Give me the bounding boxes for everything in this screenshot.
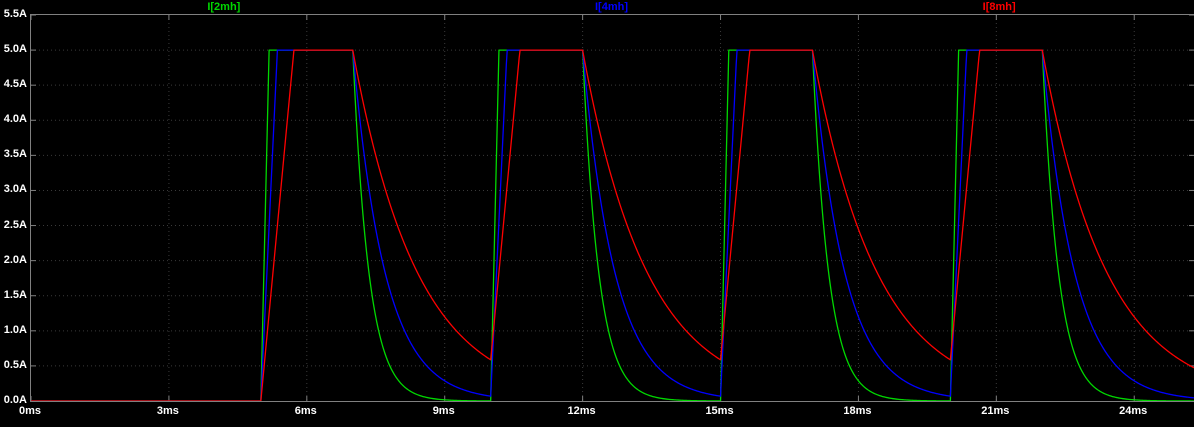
y-tick-label: 3.0A <box>3 183 27 196</box>
x-tick-label: 18ms <box>843 405 872 417</box>
x-tick-label: 21ms <box>981 405 1010 417</box>
x-tick-label: 9ms <box>432 405 455 417</box>
y-tick-label: 4.5A <box>3 78 27 91</box>
x-tick-label: 24ms <box>1119 405 1148 417</box>
y-tick-label: 0.5A <box>3 358 27 371</box>
x-tick-label: 0ms <box>18 405 42 417</box>
x-tick-label: 15ms <box>705 405 734 417</box>
waveform-plot[interactable] <box>31 15 1194 401</box>
trace-label-i2mh[interactable]: I[2mh] <box>207 1 241 13</box>
y-tick-label: 3.5A <box>3 148 27 161</box>
trace-i8mh[interactable] <box>31 49 1194 401</box>
trace-legend: I[2mh] I[4mh] I[8mh] <box>30 0 1193 14</box>
y-tick-label: 1.5A <box>3 288 27 301</box>
y-tick-label: 5.0A <box>3 43 27 56</box>
trace-label-i4mh[interactable]: I[4mh] <box>594 1 628 13</box>
plot-area[interactable] <box>30 14 1194 402</box>
y-tick-label: 2.0A <box>3 253 27 266</box>
x-tick-label: 12ms <box>567 405 596 417</box>
y-tick-label: 2.5A <box>3 218 27 231</box>
y-tick-label: 5.5A <box>3 8 27 20</box>
y-tick-label: 1.0A <box>3 323 27 336</box>
x-tick-label: 3ms <box>156 405 179 417</box>
y-tick-label: 4.0A <box>3 113 27 126</box>
x-tick-label: 6ms <box>294 405 317 417</box>
y-tick-label: 0.0A <box>3 394 27 406</box>
trace-label-i8mh[interactable]: I[8mh] <box>982 1 1016 13</box>
